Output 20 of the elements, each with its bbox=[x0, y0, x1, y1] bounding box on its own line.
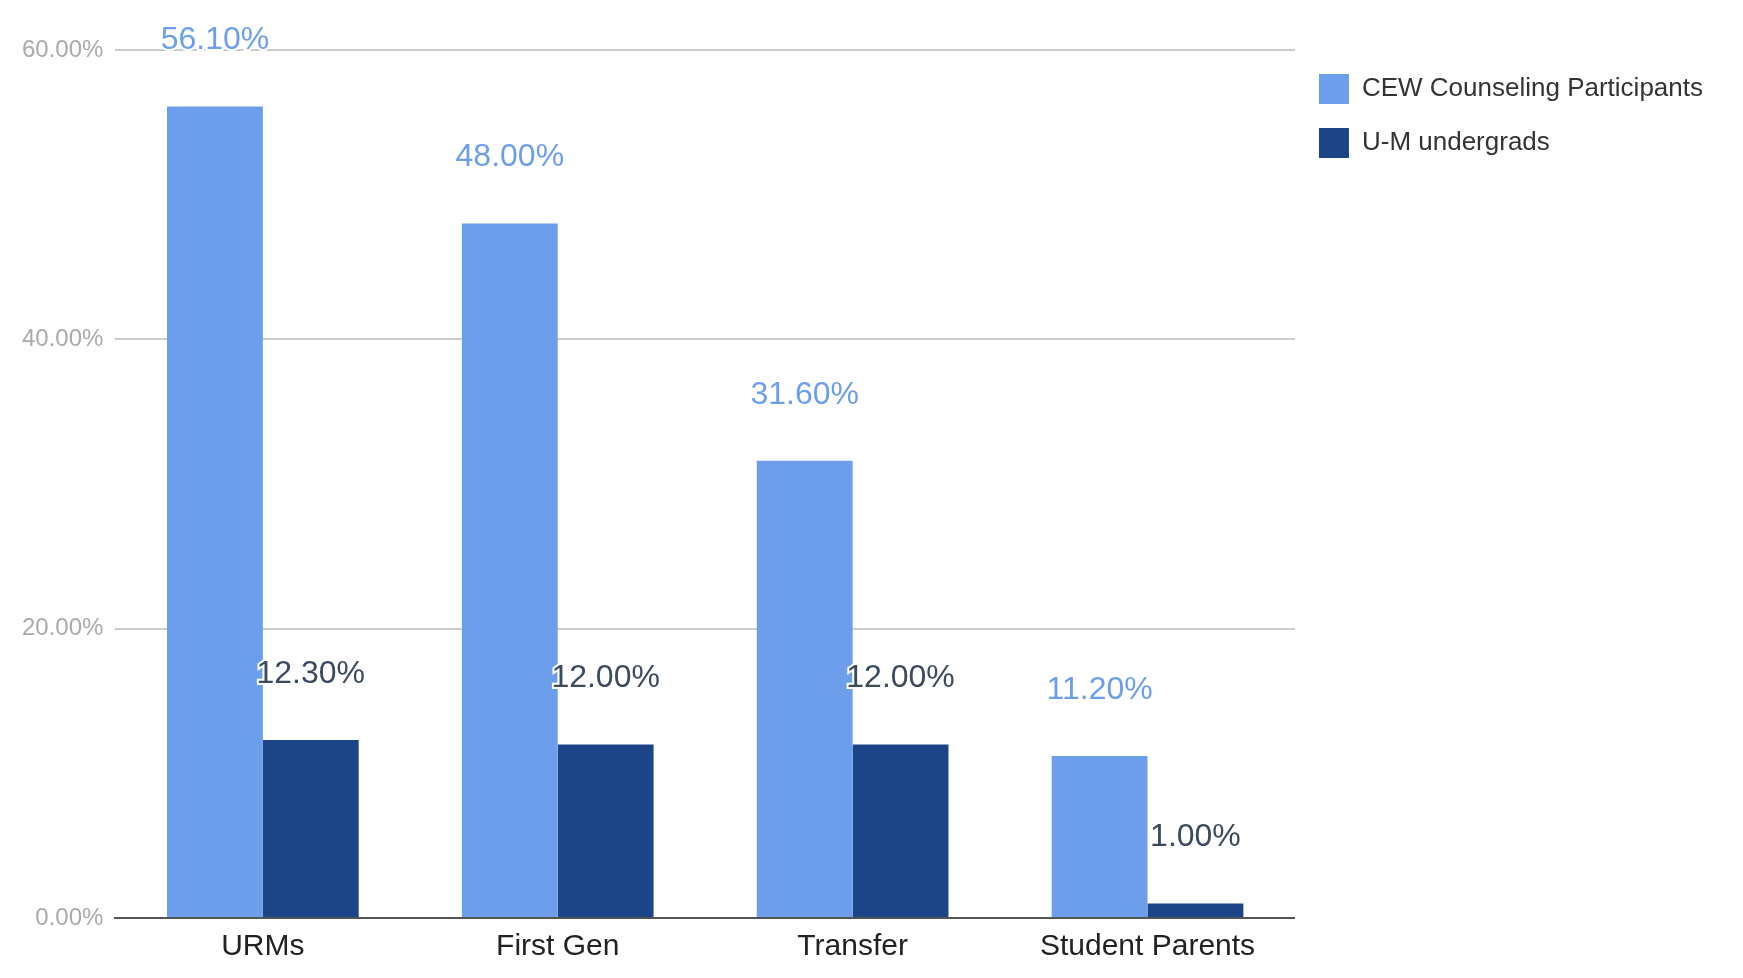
data-label: 31.60% bbox=[750, 374, 859, 411]
bar bbox=[852, 744, 949, 917]
bar bbox=[557, 744, 654, 917]
y-tick-label: 60.00% bbox=[21, 34, 104, 62]
legend-label: CEW Counseling Participants bbox=[1361, 72, 1704, 103]
bar bbox=[1051, 755, 1148, 917]
y-tick-label: 40.00% bbox=[21, 323, 104, 351]
y-tick-label: 0.00% bbox=[35, 902, 104, 930]
x-tick-label: Transfer bbox=[797, 928, 908, 962]
x-tick-label: Student Parents bbox=[1039, 928, 1256, 962]
data-label: 56.10% bbox=[160, 20, 270, 57]
x-tick-label: URMs bbox=[221, 928, 305, 962]
bar bbox=[1147, 903, 1244, 917]
bar bbox=[262, 740, 359, 917]
x-tick-label: First Gen bbox=[496, 928, 620, 962]
legend-label: U-M undergrads bbox=[1361, 126, 1550, 157]
data-label: 11.20% bbox=[1046, 669, 1153, 706]
data-label: 1.00% bbox=[1150, 817, 1241, 854]
y-tick-label: 20.00% bbox=[21, 613, 104, 641]
data-label: 48.00% bbox=[455, 137, 565, 174]
